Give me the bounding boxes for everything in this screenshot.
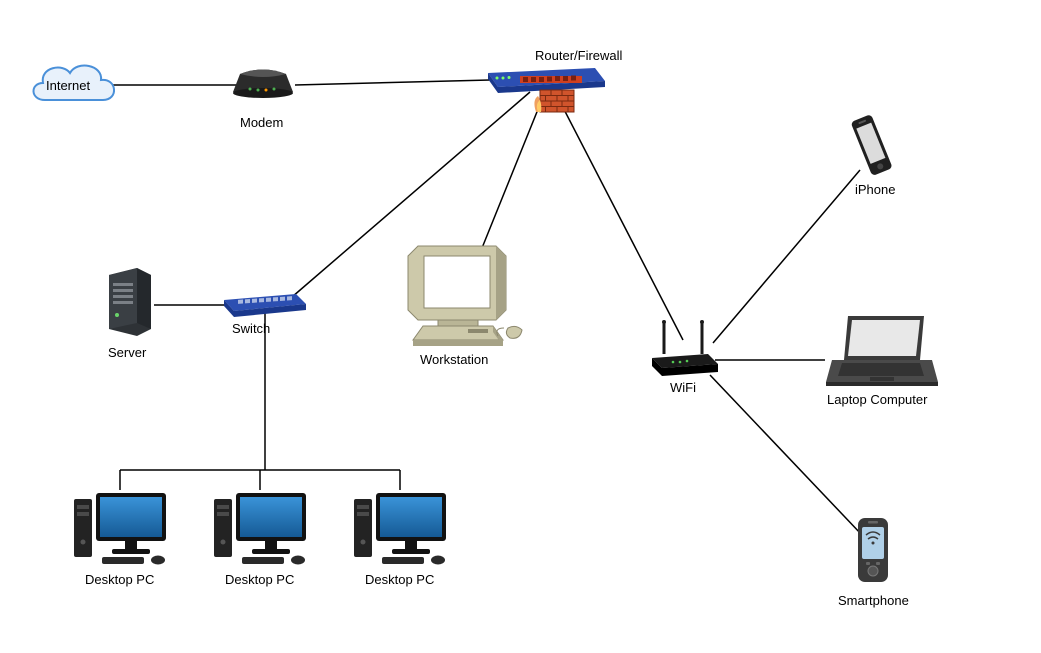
diagram-stage: Internet Modem <box>0 0 1041 653</box>
internet-label: Internet <box>46 78 90 93</box>
smartphone-label: Smartphone <box>838 593 909 608</box>
laptop-label: Laptop Computer <box>827 392 927 407</box>
iphone-icon <box>855 113 889 179</box>
wifi-label: WiFi <box>670 380 696 395</box>
modem-label: Modem <box>240 115 283 130</box>
desktop-pc-3-icon <box>352 487 452 565</box>
router-icon <box>485 65 610 120</box>
desktop-pc-2-icon <box>212 487 312 565</box>
workstation-label: Workstation <box>420 352 488 367</box>
server-label: Server <box>108 345 146 360</box>
desktop-pc-3-label: Desktop PC <box>365 572 434 587</box>
workstation-icon <box>398 228 528 348</box>
desktop-pc-1-label: Desktop PC <box>85 572 154 587</box>
iphone-label: iPhone <box>855 182 895 197</box>
switch-icon <box>222 292 308 320</box>
router-label: Router/Firewall <box>535 48 622 63</box>
wifi-icon <box>648 318 720 378</box>
smartphone-icon <box>852 515 894 587</box>
desktop-pc-2-label: Desktop PC <box>225 572 294 587</box>
laptop-icon <box>820 310 940 390</box>
server-icon <box>103 265 155 337</box>
desktop-pc-1-icon <box>72 487 172 565</box>
switch-label: Switch <box>232 321 270 336</box>
modem-icon <box>228 62 298 102</box>
edge-modem-router <box>295 80 490 85</box>
edge-router-wifi <box>555 92 683 340</box>
